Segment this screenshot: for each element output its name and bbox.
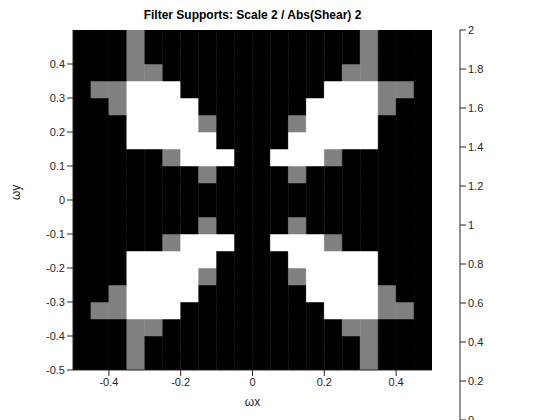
svg-text:-0.4: -0.4: [99, 376, 118, 388]
svg-text:0: 0: [59, 194, 65, 206]
svg-text:0.4: 0.4: [388, 376, 403, 388]
svg-text:0.8: 0.8: [468, 258, 483, 270]
svg-text:0.4: 0.4: [468, 336, 483, 348]
svg-text:0.2: 0.2: [468, 375, 483, 387]
svg-text:0.1: 0.1: [50, 160, 65, 172]
svg-text:-0.4: -0.4: [46, 330, 65, 342]
svg-text:0.4: 0.4: [50, 58, 65, 70]
svg-text:-0.5: -0.5: [46, 364, 65, 376]
svg-text:ωx: ωx: [245, 395, 260, 409]
svg-text:1.4: 1.4: [468, 141, 483, 153]
svg-text:0.6: 0.6: [468, 297, 483, 309]
svg-text:-0.2: -0.2: [171, 376, 190, 388]
svg-text:ωy: ωy: [9, 185, 23, 200]
svg-text:0.3: 0.3: [50, 92, 65, 104]
svg-text:1.2: 1.2: [468, 180, 483, 192]
svg-text:0: 0: [468, 414, 474, 420]
html-text:Filter Supports: Scale 2 / Abs: Filter Supports: Scale 2 / Abs(Shear) 2: [143, 8, 362, 22]
svg-text:2: 2: [468, 24, 474, 36]
svg-text:0: 0: [249, 376, 255, 388]
svg-text:-0.1: -0.1: [46, 228, 65, 240]
svg-text:1.6: 1.6: [468, 102, 483, 114]
svg-text:0.2: 0.2: [50, 126, 65, 138]
svg-text:0.2: 0.2: [317, 376, 332, 388]
svg-text:-0.3: -0.3: [46, 296, 65, 308]
svg-text:1.8: 1.8: [468, 63, 483, 75]
svg-text:1: 1: [468, 219, 474, 231]
svg-text:-0.2: -0.2: [46, 262, 65, 274]
